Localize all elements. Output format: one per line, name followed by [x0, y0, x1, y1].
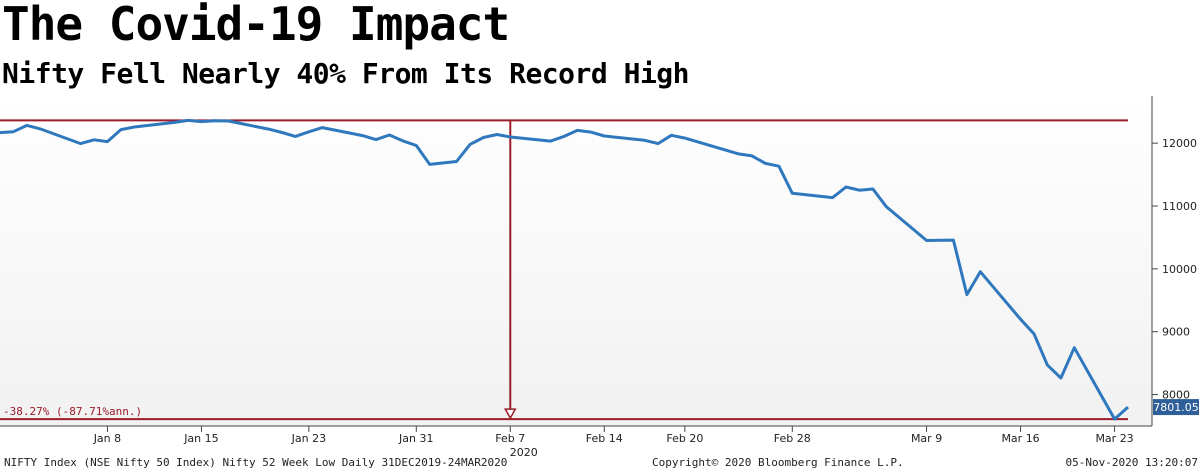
- y-tick-label: 10000: [1162, 263, 1197, 276]
- footer-copyright: Copyright© 2020 Bloomberg Finance L.P.: [652, 456, 904, 469]
- last-value-box: [1153, 399, 1199, 416]
- nifty-series-line: [0, 118, 1130, 421]
- y-tick-label: 12000: [1162, 137, 1197, 150]
- footer-source: NIFTY Index (NSE Nifty 50 Index) Nifty 5…: [4, 456, 508, 469]
- chart-title: The Covid-19 Impact: [2, 0, 510, 51]
- x-year-label: 2020: [510, 446, 538, 459]
- x-tick-label: Feb 20: [666, 432, 703, 445]
- drawdown-arrow-head: [504, 408, 517, 420]
- x-tick-label: Jan 31: [398, 432, 433, 445]
- footer-timestamp: 05-Nov-2020 13:20:07: [1065, 456, 1198, 469]
- x-tick-label: Jan 8: [93, 432, 121, 445]
- x-tick-label: Mar 23: [1095, 432, 1133, 445]
- x-tick-label: Mar 16: [1001, 432, 1039, 445]
- change-annotation: -38.27% (-87.71%ann.): [3, 405, 142, 418]
- y-tick-label: 11000: [1162, 200, 1197, 213]
- x-tick-label: Jan 23: [291, 432, 326, 445]
- x-tick-label: Jan 15: [183, 432, 218, 445]
- chart-subtitle: Nifty Fell Nearly 40% From Its Record Hi…: [2, 57, 690, 90]
- x-tick-label: Feb 7: [495, 432, 525, 445]
- x-tick-label: Mar 9: [911, 432, 942, 445]
- y-tick-label: 9000: [1162, 326, 1190, 339]
- x-tick-label: Feb 14: [586, 432, 623, 445]
- plot-background: [0, 96, 1152, 426]
- y-tick-label: 8000: [1162, 389, 1190, 402]
- last-value-label: 7801.05: [1153, 401, 1199, 414]
- x-tick-label: Feb 28: [774, 432, 811, 445]
